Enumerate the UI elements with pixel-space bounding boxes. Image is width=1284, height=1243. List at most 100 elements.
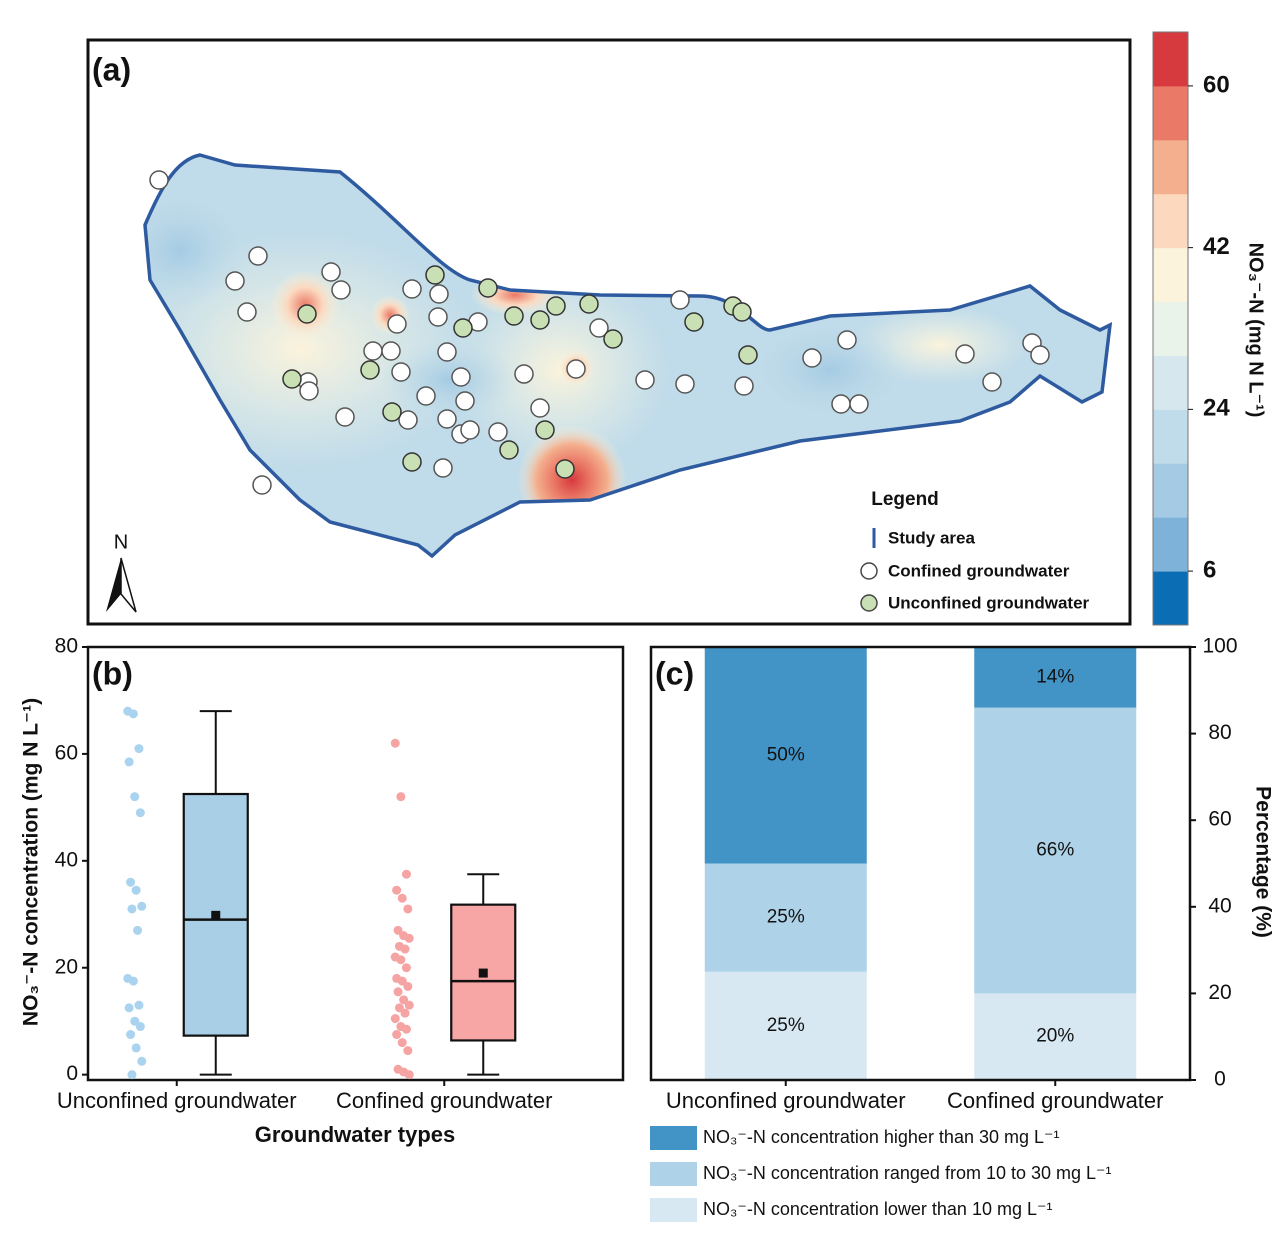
confined-site <box>831 394 851 414</box>
y-tick-label: 20 <box>1208 981 1231 1004</box>
confined-site <box>363 341 383 361</box>
confined-site <box>802 348 822 368</box>
colorbar-band <box>1153 139 1188 195</box>
colorbar-band <box>1153 85 1188 141</box>
colorbar: 6 24 42 60 <box>1152 31 1230 626</box>
confined-site <box>635 370 655 390</box>
data-point <box>137 901 147 911</box>
confined-site <box>849 394 869 414</box>
mean-marker <box>211 910 221 920</box>
box-plot: 0 20 40 60 80 Unconfined groundwater Confined … <box>55 635 553 1113</box>
data-point <box>131 1043 141 1053</box>
confined-site <box>451 367 471 387</box>
data-point <box>128 976 138 986</box>
data-point <box>403 904 413 914</box>
legend-swatch <box>650 1126 697 1150</box>
unconfined-site <box>555 459 575 479</box>
unconfined-site <box>732 302 752 322</box>
confined-site <box>299 381 319 401</box>
confined-site <box>1030 345 1050 365</box>
unconfined-site <box>530 310 550 330</box>
mean-marker <box>478 968 488 978</box>
data-point <box>128 709 138 719</box>
colorbar-band <box>1153 32 1188 87</box>
data-point <box>401 869 411 879</box>
colorbar-band <box>1153 463 1188 518</box>
data-point <box>403 981 413 991</box>
confined-site <box>391 362 411 382</box>
colorbar-band <box>1153 409 1188 464</box>
data-point <box>130 1016 140 1026</box>
sample-sites <box>149 170 1050 495</box>
data-point <box>126 1030 136 1040</box>
value-label: 66% <box>1036 840 1074 861</box>
data-point <box>130 792 140 802</box>
legend-label: NO₃⁻-N concentration higher than 30 mg L… <box>703 1127 1060 1147</box>
confined-site <box>331 280 351 300</box>
data-point <box>397 1038 407 1048</box>
x-tick-label: Unconfined groundwater <box>666 1088 906 1113</box>
data-point <box>393 925 403 935</box>
data-point <box>133 925 143 935</box>
colorbar-label: NO₃⁻-N (mg N L⁻¹) <box>1245 243 1267 418</box>
y-axis-label: NO₃⁻-N concentration (mg N L⁻¹) <box>20 698 43 1026</box>
legend-label: NO₃⁻-N concentration ranged from 10 to 3… <box>703 1163 1112 1183</box>
x-tick-label: Confined groundwater <box>947 1088 1163 1113</box>
confined-site <box>225 271 245 291</box>
confined-site <box>321 262 341 282</box>
unconfined-site <box>579 294 599 314</box>
north-arrow <box>106 558 121 612</box>
value-label: 25% <box>767 907 805 928</box>
legend-label: NO₃⁻-N concentration lower than 10 mg L⁻… <box>703 1199 1052 1219</box>
value-label: 25% <box>767 1015 805 1036</box>
y-tick-label: 40 <box>1208 894 1231 917</box>
confined-site <box>402 279 422 299</box>
colorbar-band <box>1153 355 1188 410</box>
unconfined-site <box>499 440 519 460</box>
confined-site <box>237 302 257 322</box>
unconfined-site <box>297 304 317 324</box>
legend-swatch <box>650 1198 697 1222</box>
unconfined-site <box>402 452 422 472</box>
data-point <box>404 1000 414 1010</box>
data-point <box>397 893 407 903</box>
confined-site <box>530 398 550 418</box>
unconfined-site <box>478 278 498 298</box>
data-point <box>396 792 406 802</box>
stacked-bar-plot: 0 20 40 60 80 100 Unconfined groundwater 25% 25%… <box>666 635 1238 1113</box>
unconfined-site <box>282 369 302 389</box>
data-point <box>126 877 136 887</box>
north-label: N <box>114 531 128 553</box>
data-point <box>401 1024 411 1034</box>
legend-label: Study area <box>888 528 975 547</box>
colorbar-band <box>1153 301 1188 356</box>
data-point <box>134 1000 144 1010</box>
x-tick-label: Unconfined groundwater <box>57 1088 297 1113</box>
confined-site <box>248 246 268 266</box>
data-point <box>401 963 411 973</box>
confined-site <box>437 409 457 429</box>
colorbar-tick-label: 6 <box>1203 556 1216 583</box>
value-label: 50% <box>767 744 805 765</box>
confined-site <box>433 458 453 478</box>
confined-site <box>455 391 475 411</box>
confined-site <box>437 342 457 362</box>
data-point <box>404 933 414 943</box>
data-point <box>135 1022 145 1032</box>
bar-segment <box>974 993 1137 1080</box>
data-point <box>399 995 409 1005</box>
confined-site <box>566 359 586 379</box>
data-point <box>393 987 403 997</box>
confined-site <box>589 318 609 338</box>
data-point <box>392 1030 402 1040</box>
data-point <box>400 944 410 954</box>
bar-segment <box>704 863 867 972</box>
unconfined-site <box>546 296 566 316</box>
legend-label: Unconfined groundwater <box>888 593 1090 612</box>
data-point <box>124 1003 134 1013</box>
data-point <box>403 1046 413 1056</box>
y-tick-label: 60 <box>1208 808 1231 831</box>
map-zone <box>750 320 910 420</box>
data-point <box>392 885 402 895</box>
